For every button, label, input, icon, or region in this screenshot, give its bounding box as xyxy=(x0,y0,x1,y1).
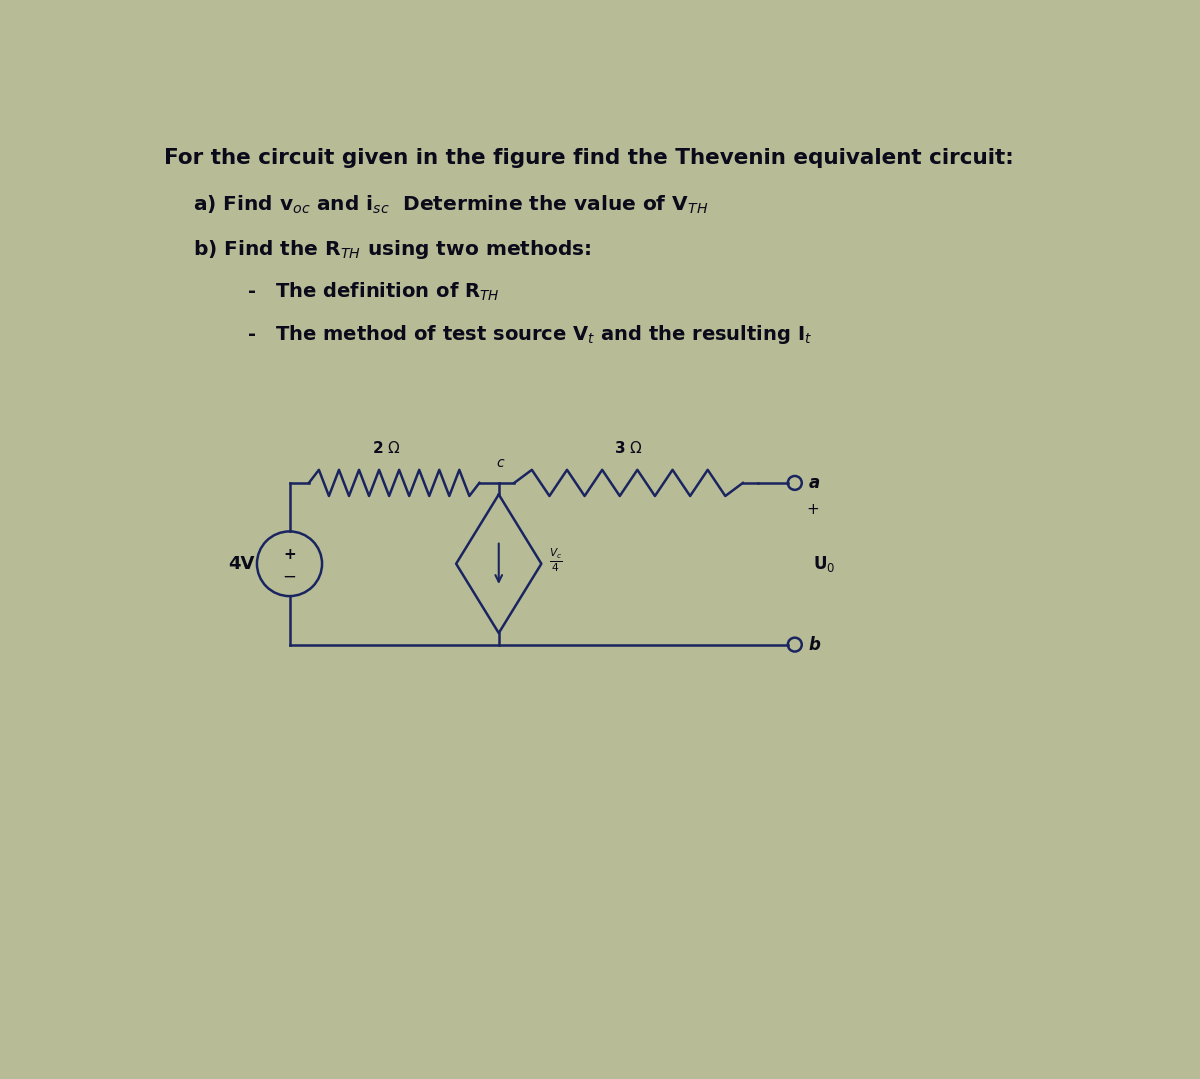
Text: a) Find v$_{oc}$ and i$_{sc}$  Determine the value of V$_{TH}$: a) Find v$_{oc}$ and i$_{sc}$ Determine … xyxy=(193,194,708,217)
Text: +: + xyxy=(283,547,296,562)
Circle shape xyxy=(788,638,802,652)
Text: b: b xyxy=(809,636,821,654)
Circle shape xyxy=(788,476,802,490)
Text: 3 $\Omega$: 3 $\Omega$ xyxy=(614,440,643,456)
Text: a: a xyxy=(809,474,820,492)
Text: For the circuit given in the figure find the Thevenin equivalent circuit:: For the circuit given in the figure find… xyxy=(164,148,1014,168)
Circle shape xyxy=(257,532,322,596)
Text: 2 $\Omega$: 2 $\Omega$ xyxy=(372,440,401,456)
Text: U$_0$: U$_0$ xyxy=(812,554,835,574)
Text: c: c xyxy=(497,455,504,469)
Text: -   The definition of R$_{TH}$: - The definition of R$_{TH}$ xyxy=(247,282,499,303)
Text: 4V: 4V xyxy=(228,555,254,573)
Text: b) Find the R$_{TH}$ using two methods:: b) Find the R$_{TH}$ using two methods: xyxy=(193,238,592,261)
Text: +: + xyxy=(806,503,818,517)
Text: $\frac{V_c}{4}$: $\frac{V_c}{4}$ xyxy=(550,546,563,574)
Text: -   The method of test source V$_t$ and the resulting I$_t$: - The method of test source V$_t$ and th… xyxy=(247,323,812,345)
Text: −: − xyxy=(282,568,296,586)
